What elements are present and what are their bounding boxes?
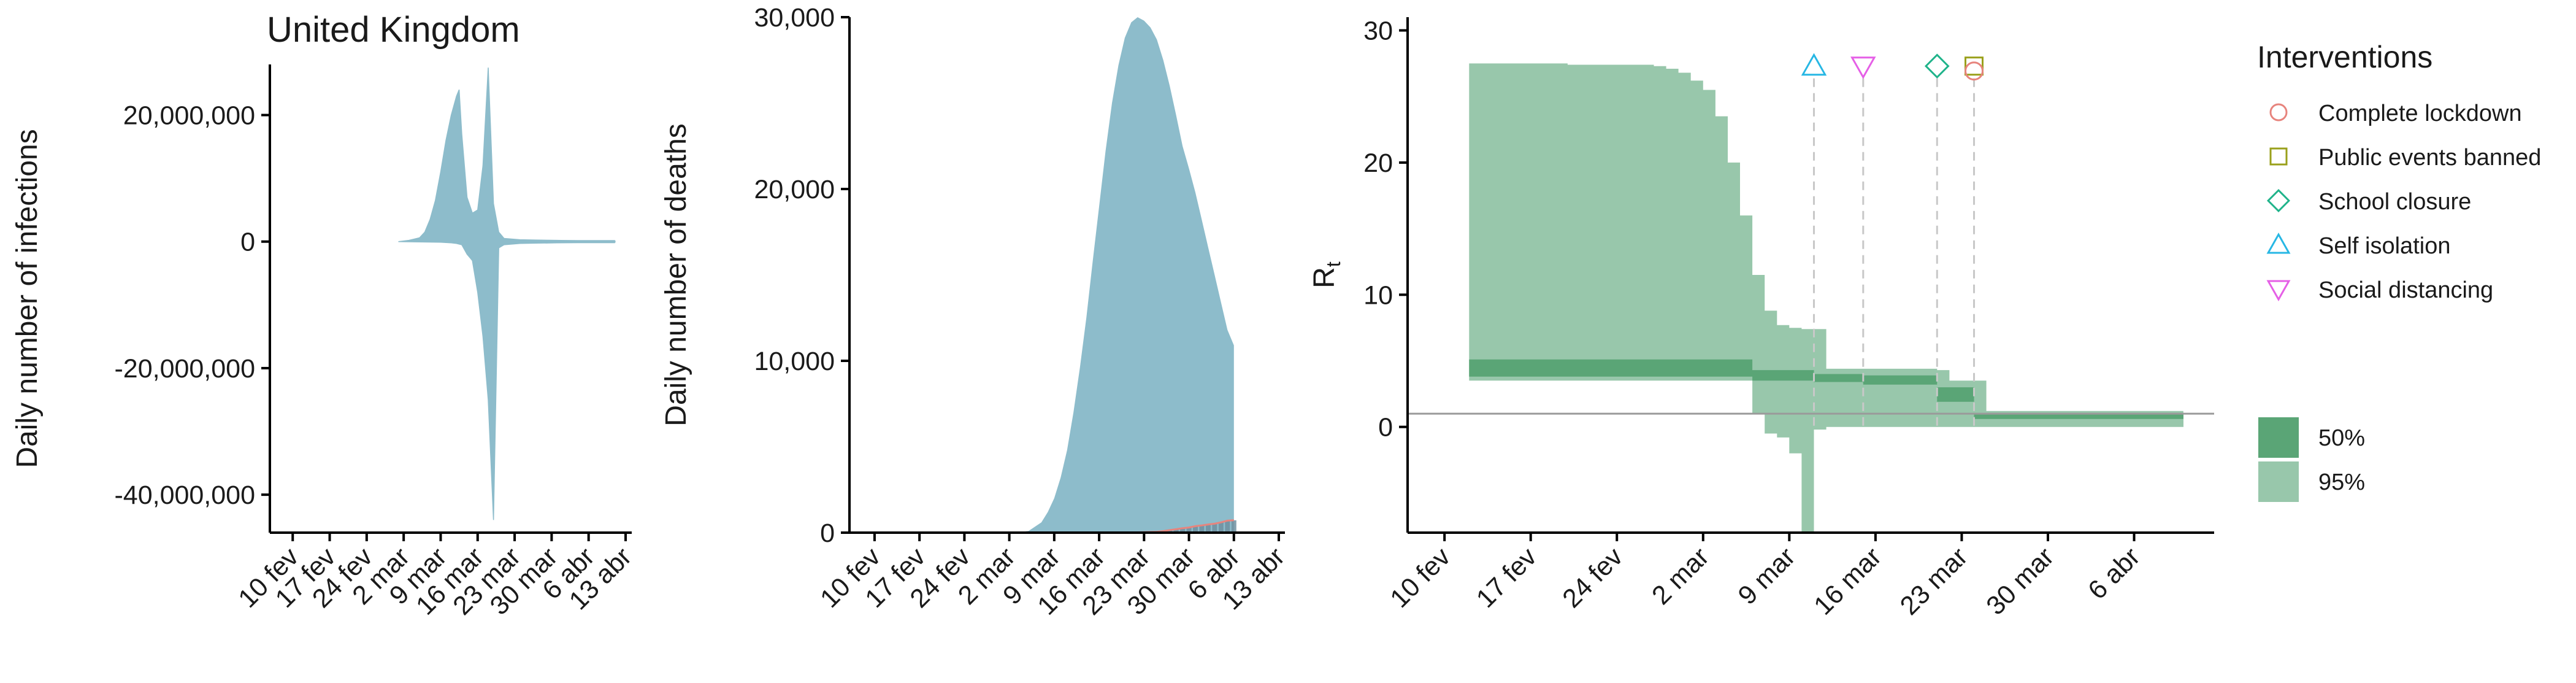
observed-death-bar	[1173, 529, 1179, 533]
legend-title: Interventions	[2257, 40, 2432, 74]
legend-marker	[2266, 280, 2291, 301]
y-tick-label: -40,000,000	[114, 480, 255, 510]
legend-band-label: 95%	[2318, 469, 2365, 495]
legend-label: Self isolation	[2318, 233, 2450, 259]
observed-death-bar	[1180, 528, 1186, 533]
observed-death-bar	[1167, 530, 1173, 533]
legend-band-label: 50%	[2318, 425, 2365, 451]
y-tick-label: 0	[1378, 413, 1393, 442]
infections-area	[398, 68, 616, 520]
legend-band-swatch	[2258, 461, 2299, 502]
y-tick-label: 20,000,000	[123, 101, 255, 130]
rt-panel: 0 10 20 30 10 fev 17 fev 24 fev 2 mar 9 mar 16 ma…	[1308, 17, 2214, 621]
rt-band-50	[1469, 359, 2183, 419]
legend-marker	[2266, 188, 2291, 213]
rt-band-95	[1469, 63, 2183, 533]
y-tick-label: 10,000	[754, 347, 835, 376]
y-tick-label: 0	[820, 519, 835, 548]
x-tick-label: 6 abr	[2082, 542, 2145, 605]
x-tick-label: 10 fev	[1384, 542, 1456, 614]
x-tick-label: 2 mar	[1646, 542, 1715, 611]
intervention-marker	[1924, 53, 1950, 79]
x-tick-label: 17 fev	[1471, 542, 1543, 614]
legend-label: Complete lockdown	[2318, 101, 2522, 126]
legend-label: Public events banned	[2318, 145, 2541, 171]
y-tick-label: 30	[1363, 17, 1393, 46]
legend-marker	[2269, 147, 2288, 166]
x-tick-label: 16 mar	[1808, 542, 1887, 621]
x-tick-label: 9 mar	[1733, 542, 1801, 611]
intervention-marker	[1965, 56, 1984, 76]
y-tick-label: 10	[1363, 280, 1393, 310]
observed-death-bar	[1199, 525, 1205, 533]
legend-label: Social distancing	[2318, 277, 2493, 303]
x-tick-label: 24 fev	[1557, 542, 1629, 614]
observed-death-bar	[1186, 527, 1192, 533]
y-tick-label: 20	[1363, 149, 1393, 178]
x-tick-label: 23 mar	[1895, 542, 1974, 621]
y-axis-title: Rt	[1308, 261, 1344, 288]
y-tick-label: 30,000	[754, 3, 835, 33]
interventions-legend: Interventions Complete lockdown Public eve…	[2257, 40, 2541, 502]
y-tick-label: 20,000	[754, 175, 835, 204]
observed-death-bar	[1212, 523, 1217, 533]
legend-marker	[2269, 103, 2288, 122]
observed-death-bar	[1205, 524, 1211, 533]
legend-marker	[2266, 233, 2291, 254]
y-tick-label: -20,000,000	[114, 354, 255, 384]
x-tick-label: 30 mar	[1980, 542, 2060, 621]
y-axis-title: Daily number of deaths	[660, 123, 692, 426]
observed-death-bar	[1225, 520, 1230, 533]
chart-title: United Kingdom	[267, 10, 520, 50]
y-tick-label: 0	[240, 228, 255, 257]
legend-band-swatch	[2258, 417, 2299, 458]
observed-death-bar	[1231, 520, 1236, 533]
deaths-area	[1003, 17, 1234, 533]
intervention-marker	[1850, 56, 1876, 79]
y-axis-title: Daily number of infections	[11, 129, 44, 468]
legend-label: School closure	[2318, 189, 2471, 215]
observed-death-bar	[1218, 522, 1224, 533]
observed-death-bar	[1193, 526, 1198, 533]
intervention-marker	[1965, 61, 1984, 81]
intervention-marker	[1801, 53, 1827, 76]
